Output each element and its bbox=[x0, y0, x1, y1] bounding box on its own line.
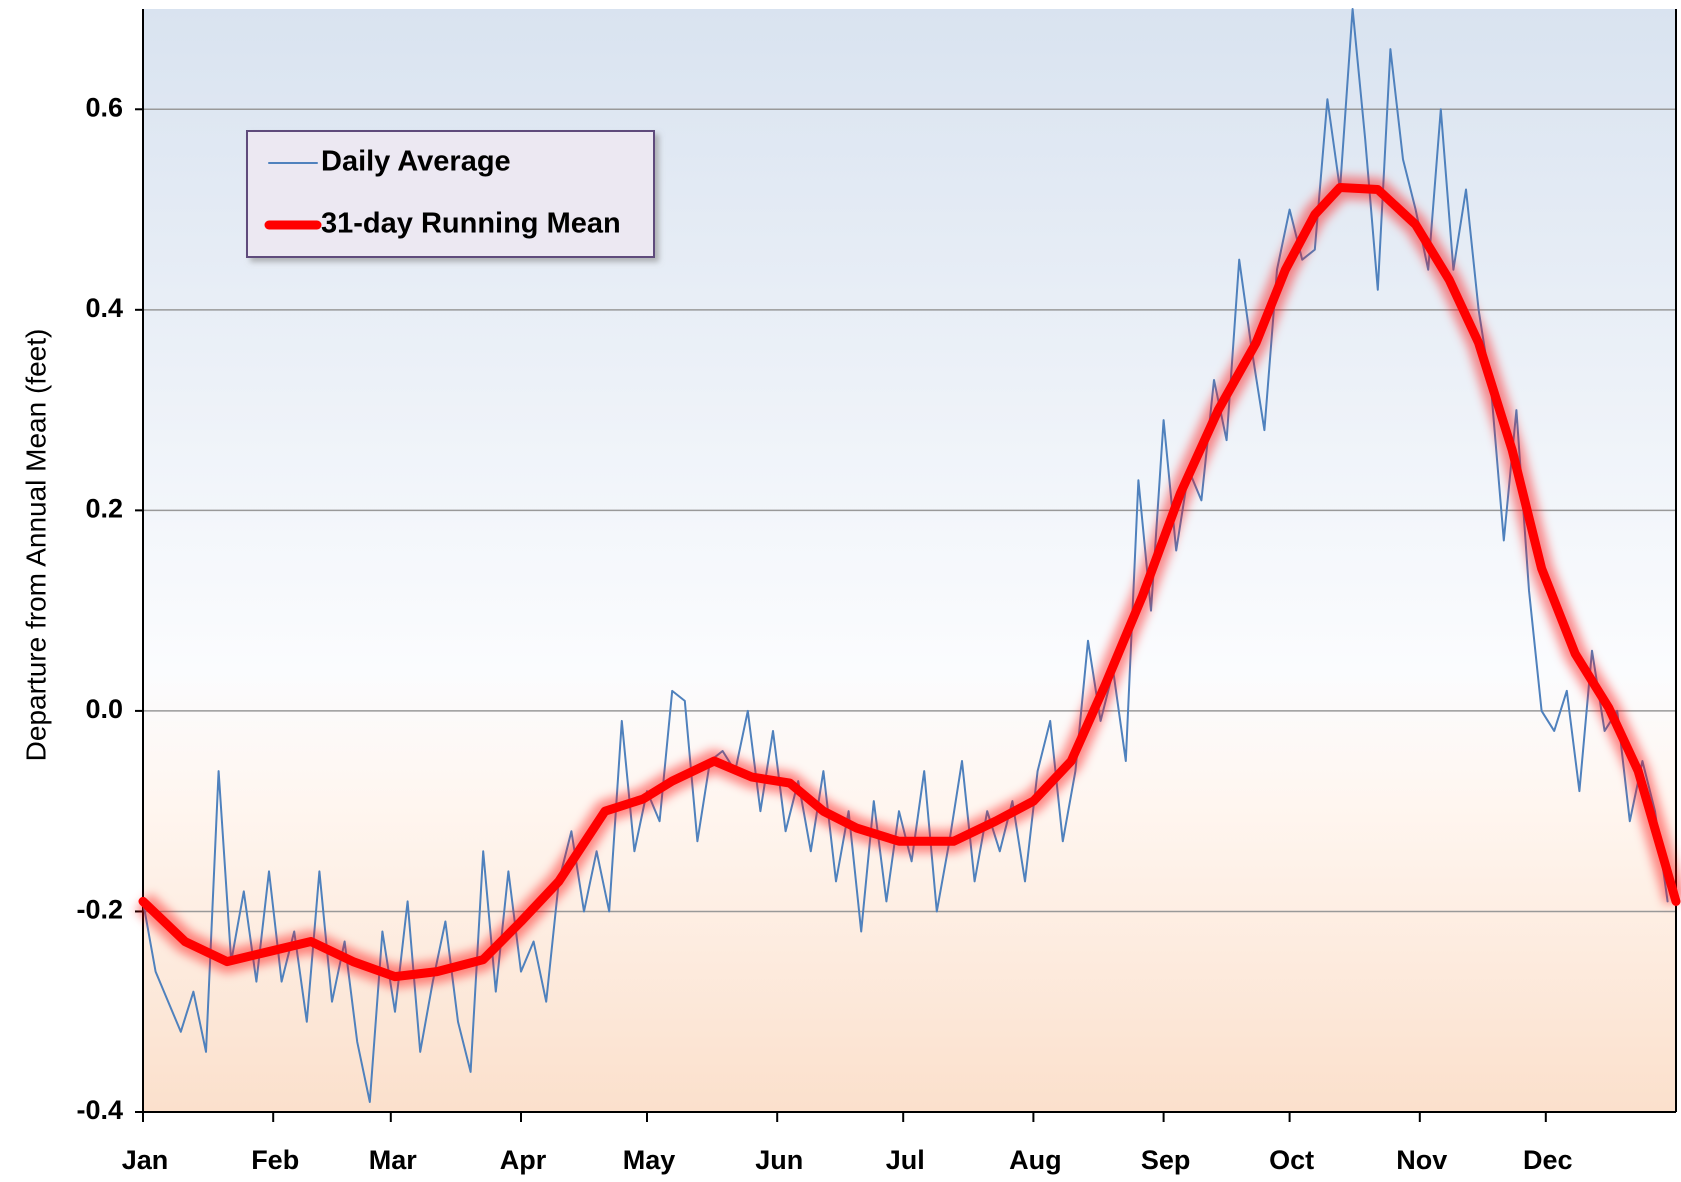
x-tick-label: Jan bbox=[122, 1145, 169, 1175]
y-tick-label: 0.6 bbox=[85, 92, 123, 122]
x-tick-label: Jun bbox=[755, 1145, 803, 1175]
legend: Daily Average 31-day Running Mean bbox=[246, 130, 655, 258]
x-tick-label: Sep bbox=[1141, 1145, 1191, 1175]
x-tick-label: Feb bbox=[251, 1145, 299, 1175]
x-tick-label: Oct bbox=[1269, 1145, 1314, 1175]
y-tick-label: 0.4 bbox=[85, 293, 123, 323]
y-tick-label: 0.2 bbox=[85, 493, 123, 523]
y-axis-label: Departure from Annual Mean (feet) bbox=[20, 329, 51, 762]
legend-box bbox=[246, 130, 655, 258]
x-tick-label: Dec bbox=[1523, 1145, 1573, 1175]
y-tick-label: 0.0 bbox=[85, 694, 123, 724]
legend-label: 31-day Running Mean bbox=[321, 208, 621, 240]
x-tick-label: May bbox=[623, 1145, 676, 1175]
x-tick-label: Aug bbox=[1009, 1145, 1061, 1175]
x-tick-label: Nov bbox=[1396, 1145, 1447, 1175]
x-tick-label: Jul bbox=[886, 1145, 925, 1175]
x-tick-label: Mar bbox=[369, 1145, 418, 1175]
legend-label: Daily Average bbox=[321, 146, 511, 178]
x-tick-label: Apr bbox=[500, 1145, 547, 1175]
y-tick-label: -0.2 bbox=[76, 895, 123, 925]
y-tick-label: -0.4 bbox=[76, 1095, 123, 1125]
series-line bbox=[138, 182, 1681, 982]
